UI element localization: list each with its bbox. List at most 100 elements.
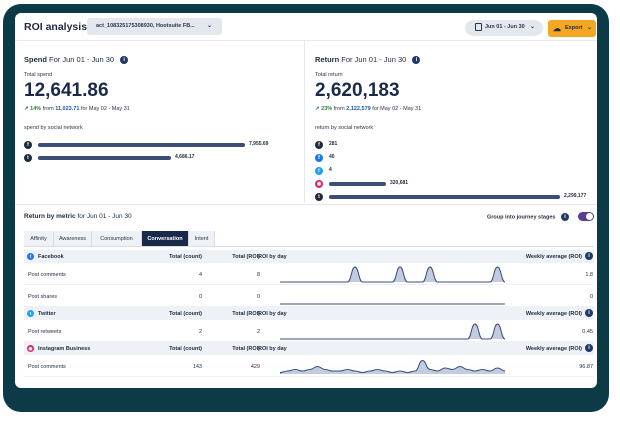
group-stages-toggle[interactable] (578, 212, 594, 221)
metric-roi: 8 (256, 272, 260, 278)
tab-intent[interactable]: Intent (189, 231, 215, 246)
roi-sparkline (280, 359, 506, 374)
return-title: Return For Jun 01 - Jun 30 i (315, 55, 421, 65)
group-header: ◉ Instagram Business Total (count) Total (R… (24, 342, 594, 355)
info-icon[interactable]: i (585, 309, 593, 317)
metric-count: 4 (198, 272, 202, 278)
metric-count: 143 (192, 364, 202, 370)
group-header: f Facebook Total (count) Total (ROI) ROI by … (24, 250, 594, 263)
col-roi-by-day: ROI by day (258, 311, 287, 317)
info-icon[interactable]: i (412, 56, 421, 65)
spend-panel: Spend For Jun 01 - Jun 30 i Total spend … (15, 41, 305, 203)
group-header: t Twitter Total (count) Total (ROI) ROI by d… (24, 307, 594, 320)
network-bar (38, 156, 171, 160)
group-name: Facebook (38, 254, 64, 260)
return-panel: Return For Jun 01 - Jun 30 i Total retur… (306, 41, 597, 203)
instagram-icon: ◉ (315, 180, 323, 188)
app-screen: ROI analysis act_108325175308930, Hootsu… (15, 13, 597, 388)
account-select[interactable]: act_108325175308930, Hootsuite FB... ⌄ (87, 18, 222, 35)
spend-title-text: Spend (24, 55, 47, 64)
chevron-down-icon: ⌄ (529, 24, 535, 30)
cloud-download-icon: ☁ (553, 24, 561, 33)
info-icon[interactable]: i (585, 344, 593, 352)
export-button[interactable]: ☁ Export ⌄ (548, 20, 596, 37)
metric-name: Post retweets (28, 329, 62, 335)
roi-sparkline (280, 323, 506, 340)
calendar-icon (475, 23, 482, 31)
metric-subtitle: for Jun 01 - Jun 30 (77, 213, 132, 220)
spend-prev-value: 11,023.71 (55, 106, 80, 112)
col-weekly-average: Weekly average (ROI) (525, 311, 582, 317)
tab-consumption[interactable]: Consumption (92, 231, 142, 246)
metric-roi: 0 (256, 294, 260, 300)
date-range-button[interactable]: Jun 01 - Jun 30 ⌄ (465, 20, 543, 36)
twitter-icon: t (27, 310, 34, 317)
sparkline-line (280, 323, 506, 340)
spend-network-label: spend by social network (24, 125, 83, 131)
tab-conversation[interactable]: Conversation (142, 231, 189, 246)
group-name: Instagram Business (38, 346, 91, 352)
return-subtitle: For Jun 01 - Jun 30 (341, 55, 407, 64)
network-row: ◉ 320,681 (315, 180, 595, 189)
table-row: Post retweets 2 2 0.45 (24, 320, 594, 342)
tab-divider (24, 246, 594, 247)
tab-awareness[interactable]: Awareness (54, 231, 92, 246)
info-icon[interactable]: i (120, 56, 129, 65)
info-icon[interactable]: i (585, 252, 593, 260)
network-value: 320,681 (390, 180, 409, 186)
table-row: Post shares 0 0 0 (24, 285, 594, 307)
return-prev-period: for May 02 - May 31 (372, 106, 422, 112)
spend-title: Spend For Jun 01 - Jun 30 i (24, 55, 129, 65)
twitter-ads-icon: t (315, 193, 323, 201)
spend-prev-period: for May 02 - May 31 (80, 106, 130, 112)
facebook-icon: f (315, 141, 323, 149)
top-bar: ROI analysis act_108325175308930, Hootsu… (15, 13, 597, 41)
col-total-count: Total (count) (169, 346, 202, 352)
info-icon[interactable]: i (560, 213, 569, 221)
total-return-value: 2,620,183 (315, 80, 400, 101)
toggle-knob (586, 213, 593, 220)
roi-sparkline (280, 303, 505, 305)
spend-change: ↗ 14% from 11,023.71 for May 02 - May 31 (24, 106, 130, 112)
network-bar (38, 143, 245, 147)
network-value: 4 (329, 167, 332, 173)
total-spend-value: 12,641.86 (24, 80, 109, 101)
metric-count: 0 (198, 294, 202, 300)
sparkline-line (280, 266, 506, 283)
export-label: Export (565, 25, 583, 31)
return-prev-value: 2,122,579 (346, 106, 371, 112)
network-row: f 40 (315, 154, 595, 163)
tab-affinity[interactable]: Affinity (24, 231, 54, 246)
metric-name: Post comments (28, 364, 66, 370)
date-range-label: Jun 01 - Jun 30 (485, 24, 525, 30)
sparkline-area (280, 267, 505, 282)
total-spend-label: Total spend (24, 72, 53, 78)
network-row: t 2,299,177 (315, 193, 595, 202)
network-value: 7,955.69 (249, 141, 269, 147)
metric-weekly-average: 0.45 (582, 329, 593, 335)
col-roi-by-day: ROI by day (258, 254, 287, 260)
metric-weekly-average: 0 (589, 294, 593, 300)
return-change-from: from (333, 106, 345, 112)
col-total-roi: Total (ROI) (232, 254, 260, 260)
twitter-icon: t (24, 154, 32, 162)
return-title-text: Return (315, 55, 340, 64)
network-row: t 4,686.17 (24, 154, 304, 163)
spend-change-pct: 14% (30, 106, 42, 112)
col-total-roi: Total (ROI) (232, 346, 260, 352)
metric-count: 2 (198, 329, 202, 335)
spend-change-from: from (42, 106, 54, 112)
chevron-down-icon: ⌄ (206, 23, 212, 29)
return-change: ↗ 23% from 2,122,579 for May 02 - May 31 (315, 106, 421, 112)
twitter-icon: t (315, 167, 323, 175)
network-value: 2,299,177 (564, 193, 587, 199)
facebook-icon: f (27, 253, 34, 260)
table-row: Post comments 4 8 1.8 (24, 263, 594, 285)
group-name: Twitter (38, 311, 56, 317)
network-value: 40 (329, 154, 335, 160)
roi-sparkline (280, 266, 506, 283)
instagram-icon: ◉ (27, 345, 34, 352)
col-weekly-average: Weekly average (ROI) (525, 346, 582, 352)
spend-subtitle: For Jun 01 - Jun 30 (49, 55, 115, 64)
